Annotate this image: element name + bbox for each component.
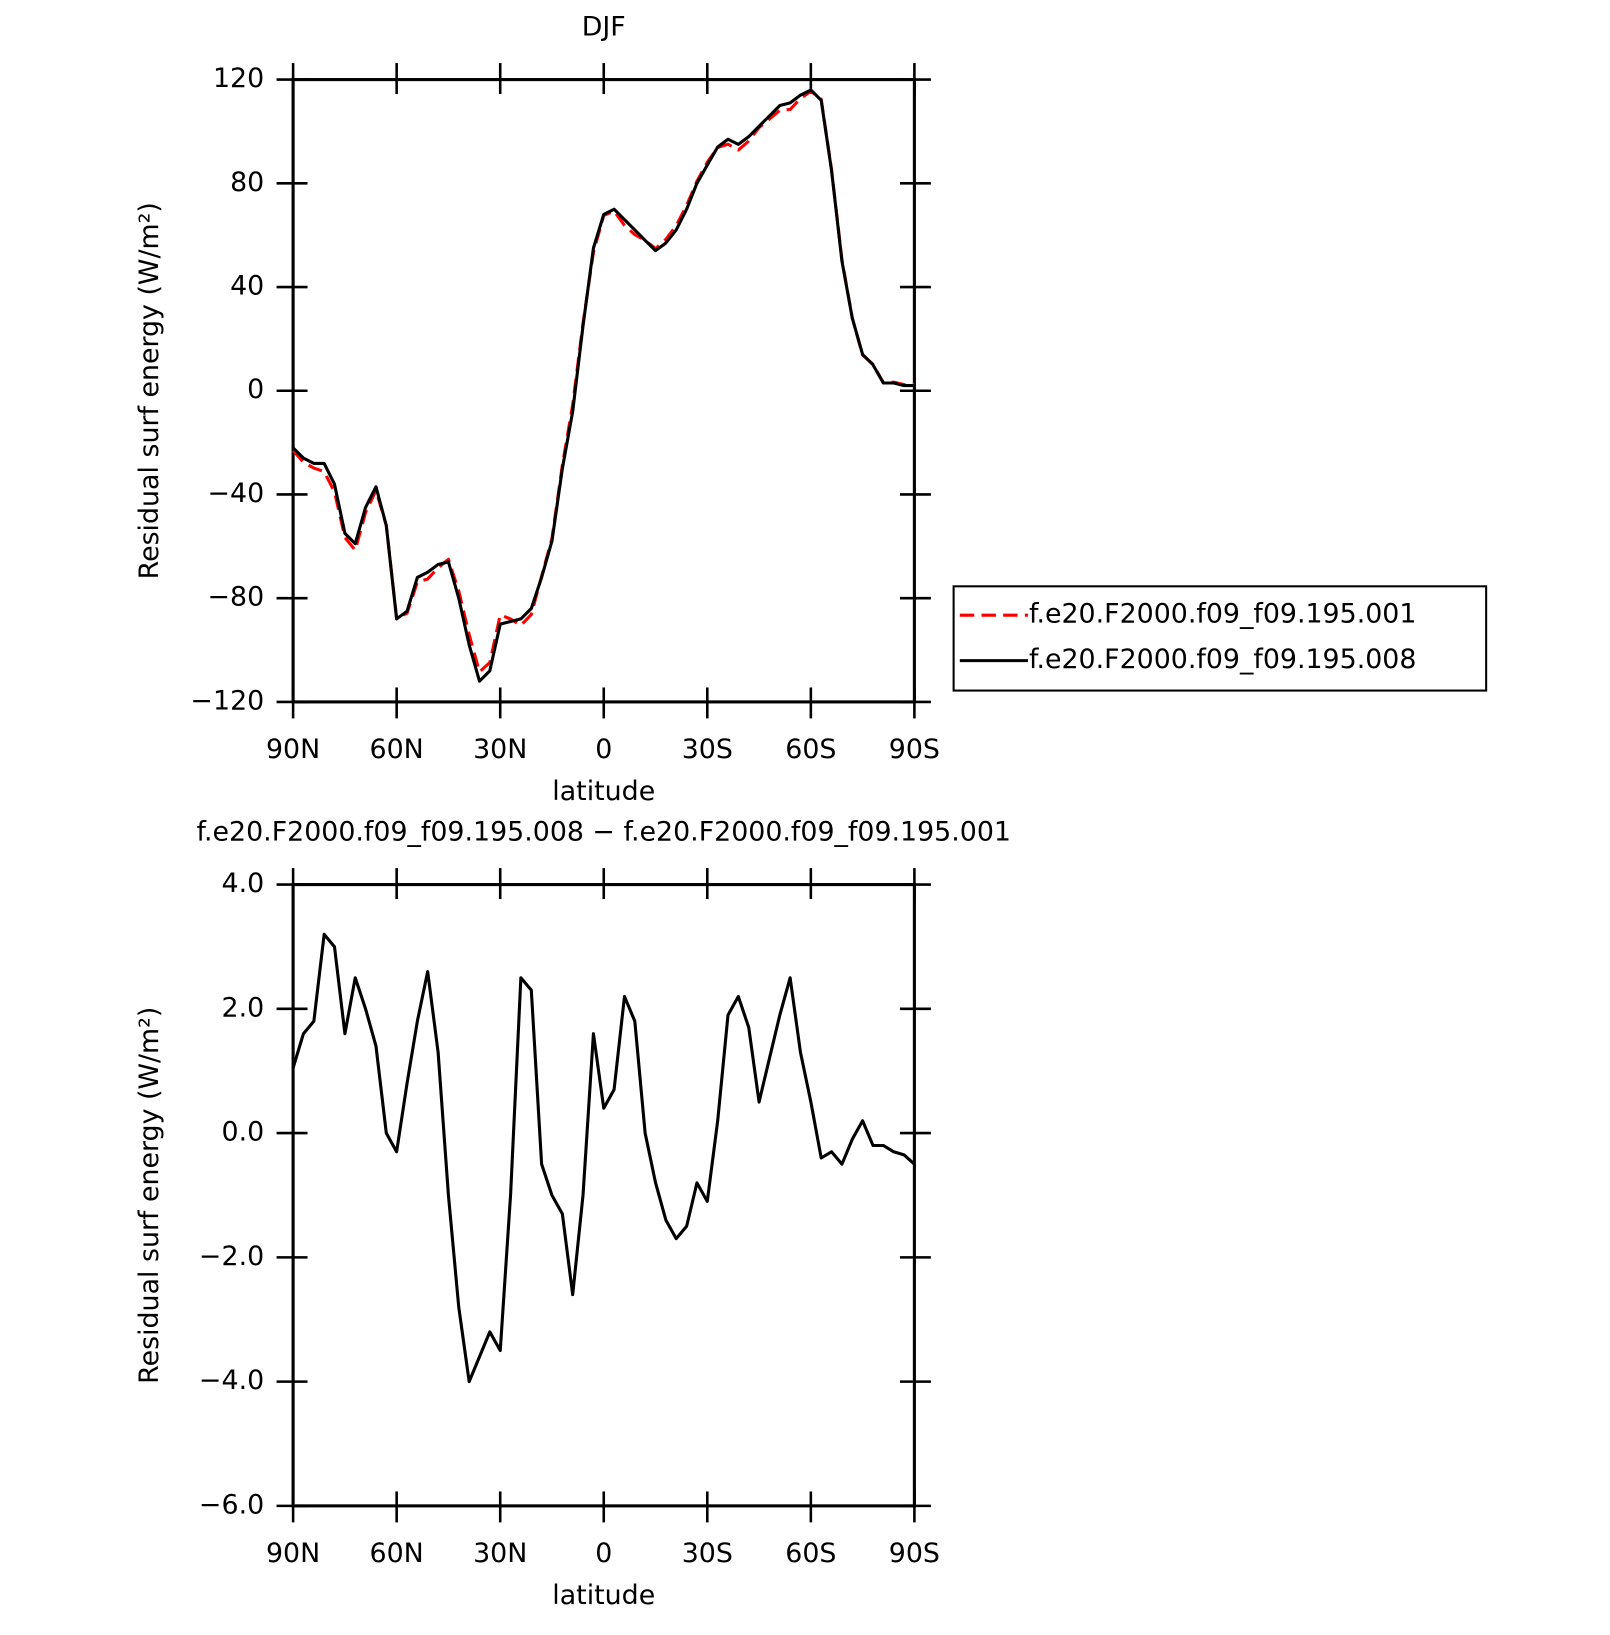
x-tick-label: 60S xyxy=(785,1538,836,1569)
x-tick-label: 90S xyxy=(889,734,940,765)
y-tick-label: −2.0 xyxy=(199,1241,264,1272)
y-axis-label: Residual surf energy (W/m²) xyxy=(134,1007,165,1384)
x-tick-label: 90N xyxy=(266,1538,320,1569)
legend-box xyxy=(952,585,1488,692)
y-tick-label: −6.0 xyxy=(199,1489,264,1520)
x-axis-label: latitude xyxy=(552,776,655,807)
y-tick-label: −4.0 xyxy=(199,1365,264,1396)
y-axis-label: Residual surf energy (W/m²) xyxy=(134,202,165,579)
y-tick-label: 40 xyxy=(230,271,264,302)
x-tick-label: 60N xyxy=(370,1538,424,1569)
plot-frame xyxy=(291,78,916,704)
legend-label: f.e20.F2000.f09_f09.195.008 xyxy=(1029,644,1416,675)
y-tick-label: 4.0 xyxy=(222,868,265,899)
y-tick-label: −80 xyxy=(208,582,265,613)
x-tick-label: 0 xyxy=(595,1538,612,1569)
y-tick-label: 80 xyxy=(230,167,264,198)
x-tick-label: 30N xyxy=(473,1538,527,1569)
y-tick-label: −120 xyxy=(191,685,265,716)
data-line xyxy=(292,88,915,683)
y-tick-label: 0.0 xyxy=(222,1117,265,1148)
x-tick-label: 90N xyxy=(266,734,320,765)
y-tick-label: 120 xyxy=(213,63,264,94)
plot-frame xyxy=(291,883,916,1508)
x-tick-label: 30S xyxy=(682,1538,733,1569)
chart-title: DJF xyxy=(582,11,626,42)
legend-label: f.e20.F2000.f09_f09.195.001 xyxy=(1029,599,1416,630)
x-tick-label: 30S xyxy=(682,734,733,765)
x-tick-label: 0 xyxy=(595,734,612,765)
data-line xyxy=(291,932,916,1384)
y-tick-label: 2.0 xyxy=(222,992,265,1023)
x-axis-label: latitude xyxy=(552,1580,655,1611)
data-line xyxy=(291,89,915,674)
x-tick-label: 30N xyxy=(473,734,527,765)
y-tick-label: 0 xyxy=(247,374,264,405)
chart-title: f.e20.F2000.f09_f09.195.008 − f.e20.F200… xyxy=(196,816,1011,847)
x-tick-label: 60S xyxy=(785,734,836,765)
x-tick-label: 90S xyxy=(889,1538,940,1569)
y-tick-label: −40 xyxy=(208,478,265,509)
x-tick-label: 60N xyxy=(370,734,424,765)
